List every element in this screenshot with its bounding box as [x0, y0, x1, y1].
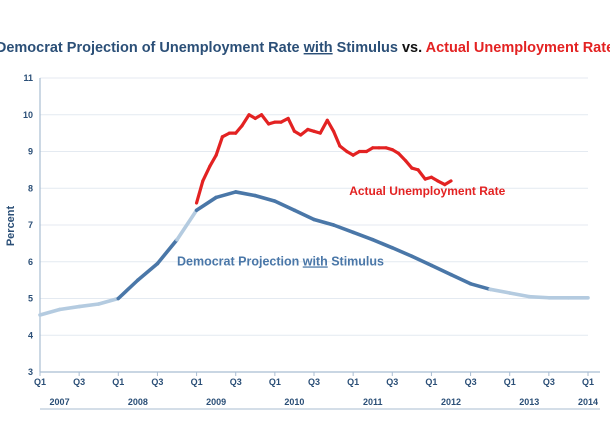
series-0-segment-5: [136, 261, 160, 282]
series-0-segment-11: [253, 193, 277, 203]
series-1-segment-19: [318, 118, 329, 135]
y-tick-label-5: 8: [28, 183, 33, 193]
series-0-segment-9: [214, 190, 238, 200]
year-label-6: 2013: [519, 397, 539, 407]
series-0-segment-21: [449, 272, 473, 286]
chart-title-actual: Actual Unemployment Rate: [426, 40, 610, 56]
series-0-segment-15: [331, 223, 355, 235]
series-1-segment-20: [325, 118, 336, 133]
series-1-segment-1: [201, 164, 212, 183]
series-0-segment-14: [312, 217, 336, 227]
series-label-0-a: Democrat Projection: [177, 254, 303, 268]
series-0-segment-20: [429, 263, 453, 277]
series-1-segment-34: [416, 168, 427, 181]
series-1-segment-14: [286, 116, 297, 133]
y-tick-label-1: 4: [28, 330, 33, 340]
y-tick-label-8: 11: [23, 73, 33, 83]
series-label-1-a: Actual Unemployment Rate: [349, 184, 505, 198]
y-tick-label-0: 3: [28, 367, 33, 377]
series-0: [38, 190, 590, 317]
y-axis-title: Percent: [5, 205, 17, 246]
year-label-3: 2010: [284, 397, 304, 407]
year-label-2: 2009: [206, 397, 226, 407]
series-0-segment-25: [527, 294, 551, 300]
series-0-segment-3: [96, 296, 121, 306]
chart-grid: [40, 77, 588, 373]
year-label-0: 2007: [50, 397, 70, 407]
x-tick-label-8: Q1: [347, 377, 359, 387]
series-label-1: Actual Unemployment Rate: [349, 184, 505, 198]
chart-title-part1: Democrat Projection of Unemployment Rate: [0, 40, 304, 56]
year-label-4: 2011: [363, 397, 383, 407]
series-1-segment-3: [214, 135, 225, 157]
series-1-segment-2: [208, 153, 218, 168]
series-label-0: Democrat Projection with Stimulus: [177, 254, 384, 268]
chart-title: Democrat Projection of Unemployment Rate…: [0, 40, 610, 56]
series-0-segment-16: [351, 230, 375, 242]
y-axis-ticks: 3 4 5 6 7 8 9 10 11: [23, 73, 33, 377]
chart-series: [38, 113, 590, 317]
series-0-segment-23: [488, 287, 512, 295]
series-label-0-emph: with: [302, 254, 328, 268]
series-1-segment-10: [259, 113, 271, 126]
chart-title-emph: with: [303, 40, 333, 56]
series-0-segment-18: [390, 245, 414, 259]
series-0-segment-4: [116, 278, 140, 301]
chart-title-part3: Stimulus: [333, 40, 402, 56]
year-label-1: 2008: [128, 397, 148, 407]
series-1-segment-32: [403, 159, 414, 170]
x-tick-label-5: Q3: [230, 377, 242, 387]
x-tick-label-6: Q1: [269, 377, 281, 387]
series-0-segment-12: [273, 199, 297, 213]
series-1-segment-6: [234, 124, 244, 135]
y-tick-label-4: 7: [28, 220, 33, 230]
series-0-segment-22: [468, 281, 492, 292]
series-0-segment-13: [292, 208, 316, 222]
y-tick-label-2: 5: [28, 294, 33, 304]
x-tick-label-4: Q1: [191, 377, 203, 387]
x-tick-label-10: Q1: [425, 377, 437, 387]
x-axis-years: 2007 2008 2009 2010 2011 2012 2013 2014: [50, 397, 598, 407]
series-0-segment-1: [57, 304, 81, 312]
series-0-segment-7: [175, 208, 199, 242]
year-label-7: 2014: [578, 397, 598, 407]
series-labels: Democrat Projection with Stimulus Actual …: [177, 184, 506, 269]
y-tick-label-6: 9: [28, 147, 33, 157]
y-tick-label-7: 10: [23, 110, 33, 120]
series-0-segment-17: [370, 237, 395, 250]
series-1-segment-7: [240, 113, 251, 128]
x-tick-label-3: Q3: [151, 377, 163, 387]
series-0-segment-0: [38, 307, 62, 317]
x-tick-label-9: Q3: [386, 377, 398, 387]
series-1: [194, 113, 453, 205]
x-tick-label-11: Q3: [465, 377, 477, 387]
series-0-segment-24: [507, 291, 532, 299]
series-1-segment-31: [396, 151, 408, 163]
x-tick-label-1: Q3: [73, 377, 85, 387]
x-tick-label-2: Q1: [112, 377, 124, 387]
x-tick-label-7: Q3: [308, 377, 320, 387]
x-axis-ticks: Q1 Q3 Q1 Q3 Q1 Q3 Q1 Q3 Q1 Q3 Q1 Q3 Q1 Q3 Q1: [34, 372, 594, 387]
series-0-segment-8: [194, 195, 218, 213]
x-tick-label-12: Q1: [504, 377, 516, 387]
series-0-segment-2: [77, 302, 101, 309]
year-label-5: 2012: [441, 397, 461, 407]
x-tick-label-14: Q1: [582, 377, 594, 387]
x-tick-label-13: Q3: [543, 377, 555, 387]
y-tick-label-3: 6: [28, 257, 33, 267]
series-1-segment-0: [194, 179, 205, 205]
series-0-segment-6: [155, 237, 179, 266]
x-tick-label-0: Q1: [34, 377, 46, 387]
chart-axes: [39, 78, 600, 410]
series-1-segment-21: [331, 129, 342, 148]
series-0-segment-19: [410, 254, 434, 268]
series-1-segment-38: [443, 179, 453, 187]
chart-title-vs: vs.: [402, 40, 426, 56]
series-label-0-b: Stimulus: [328, 254, 384, 268]
series-0-segment-10: [233, 190, 258, 198]
